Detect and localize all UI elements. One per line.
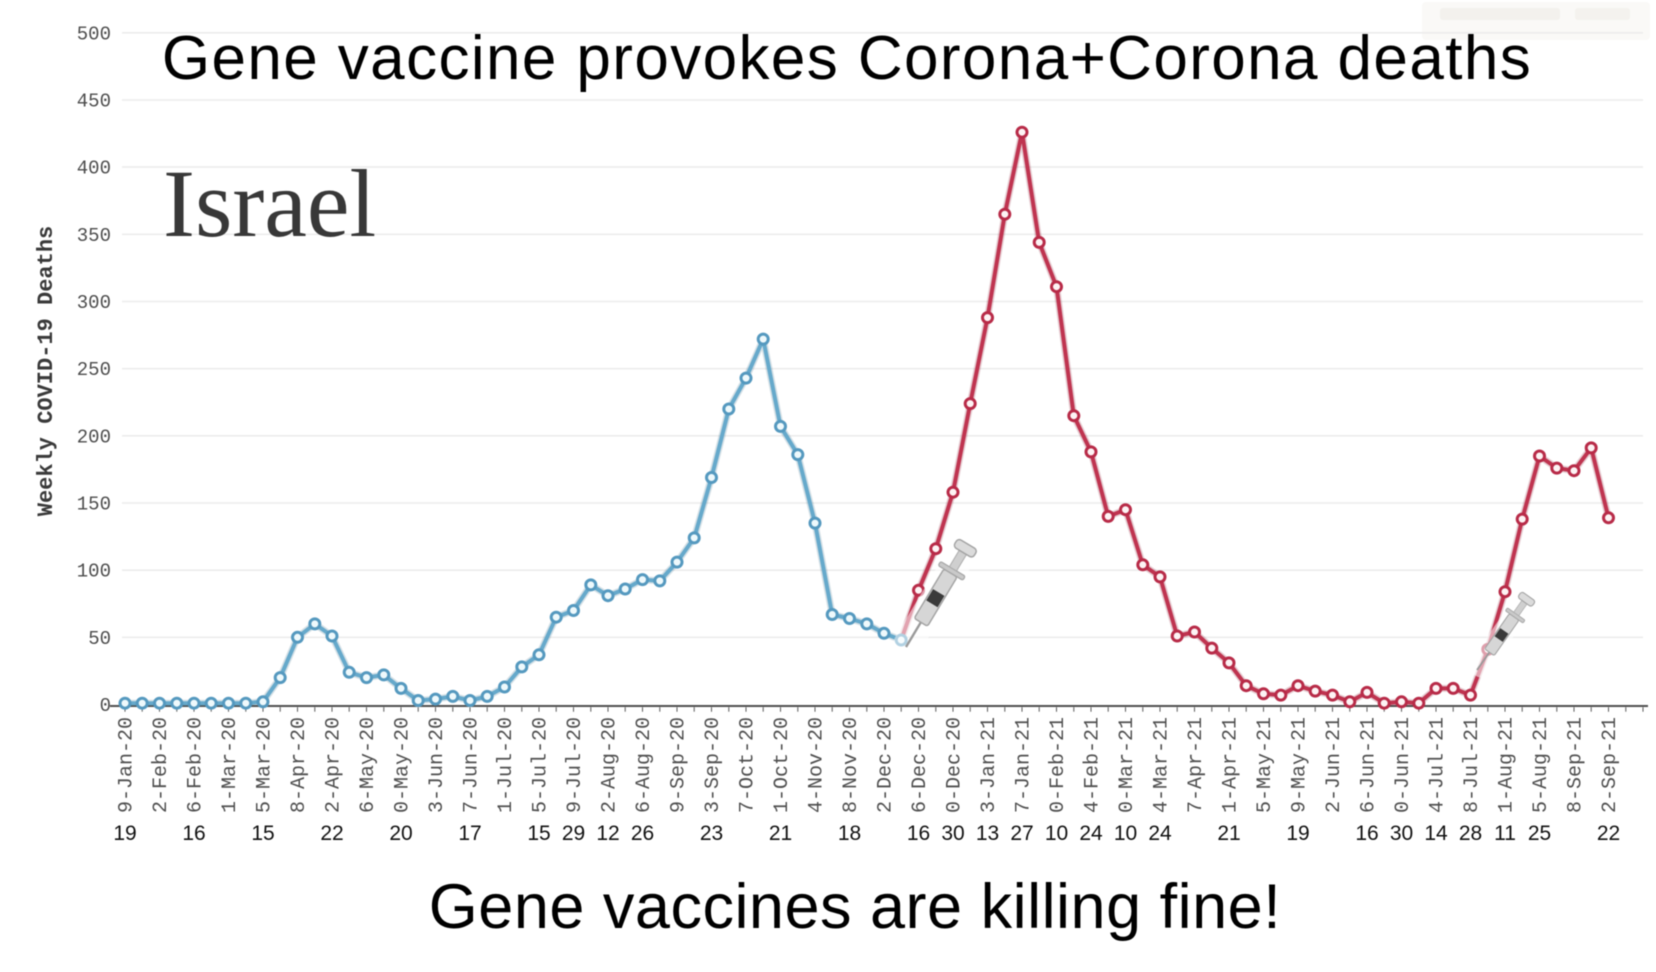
svg-text:6-May-20: 6-May-20 bbox=[357, 717, 380, 813]
svg-text:5-May-21: 5-May-21 bbox=[1254, 717, 1277, 813]
svg-text:13: 13 bbox=[976, 822, 999, 845]
svg-text:3-Jan-21: 3-Jan-21 bbox=[978, 717, 1001, 813]
svg-text:8-Sep-21: 8-Sep-21 bbox=[1565, 717, 1588, 813]
svg-text:250: 250 bbox=[77, 359, 111, 381]
svg-text:400: 400 bbox=[77, 158, 111, 180]
svg-text:9-Sep-20: 9-Sep-20 bbox=[668, 717, 691, 813]
svg-text:7-Jun-20: 7-Jun-20 bbox=[461, 717, 484, 813]
svg-text:15: 15 bbox=[527, 822, 550, 845]
svg-text:19: 19 bbox=[113, 822, 136, 845]
svg-text:0-Feb-21: 0-Feb-21 bbox=[1047, 717, 1070, 813]
svg-text:23: 23 bbox=[700, 822, 723, 845]
svg-text:1-Mar-20: 1-Mar-20 bbox=[219, 717, 242, 813]
svg-text:11: 11 bbox=[1494, 822, 1516, 845]
svg-text:2-Feb-20: 2-Feb-20 bbox=[150, 717, 173, 813]
svg-text:500: 500 bbox=[77, 23, 111, 45]
svg-text:9-May-21: 9-May-21 bbox=[1289, 717, 1312, 813]
svg-text:9-Jan-20: 9-Jan-20 bbox=[116, 717, 139, 813]
svg-text:15: 15 bbox=[251, 822, 274, 845]
svg-text:17: 17 bbox=[458, 822, 481, 845]
svg-text:4-Feb-21: 4-Feb-21 bbox=[1082, 717, 1105, 813]
svg-text:1-Aug-21: 1-Aug-21 bbox=[1496, 717, 1519, 813]
svg-text:6-Jun-21: 6-Jun-21 bbox=[1358, 717, 1381, 813]
svg-text:8-Jul-21: 8-Jul-21 bbox=[1461, 717, 1484, 813]
svg-text:6-Dec-20: 6-Dec-20 bbox=[909, 717, 932, 813]
svg-text:5-Mar-20: 5-Mar-20 bbox=[254, 717, 277, 813]
svg-text:29: 29 bbox=[562, 822, 585, 845]
svg-text:7-Jan-21: 7-Jan-21 bbox=[1013, 717, 1036, 813]
svg-text:450: 450 bbox=[77, 91, 111, 113]
svg-text:19: 19 bbox=[1286, 822, 1309, 845]
svg-text:2-Jun-21: 2-Jun-21 bbox=[1323, 717, 1346, 813]
svg-text:30: 30 bbox=[1390, 822, 1413, 845]
svg-text:8-Nov-20: 8-Nov-20 bbox=[840, 717, 863, 813]
svg-text:300: 300 bbox=[77, 292, 111, 314]
svg-text:24: 24 bbox=[1079, 822, 1103, 845]
svg-text:10: 10 bbox=[1114, 822, 1137, 845]
svg-text:6-Aug-20: 6-Aug-20 bbox=[633, 717, 656, 813]
svg-text:16: 16 bbox=[907, 822, 930, 845]
svg-text:2-Aug-20: 2-Aug-20 bbox=[599, 717, 622, 813]
svg-text:18: 18 bbox=[838, 822, 861, 845]
svg-text:14: 14 bbox=[1424, 822, 1448, 845]
svg-text:150: 150 bbox=[77, 494, 111, 516]
svg-text:0: 0 bbox=[100, 695, 111, 717]
svg-text:5-Jul-20: 5-Jul-20 bbox=[530, 717, 553, 813]
svg-text:27: 27 bbox=[1010, 822, 1033, 845]
svg-text:9-Jul-20: 9-Jul-20 bbox=[564, 717, 587, 813]
svg-text:12: 12 bbox=[596, 822, 619, 845]
svg-text:4-Nov-20: 4-Nov-20 bbox=[806, 717, 829, 813]
svg-text:22: 22 bbox=[320, 822, 343, 845]
svg-text:16: 16 bbox=[1355, 822, 1378, 845]
svg-text:20: 20 bbox=[389, 822, 412, 845]
svg-text:6-Feb-20: 6-Feb-20 bbox=[185, 717, 208, 813]
svg-text:7-Apr-21: 7-Apr-21 bbox=[1185, 717, 1208, 813]
svg-text:28: 28 bbox=[1459, 822, 1482, 845]
svg-text:26: 26 bbox=[631, 822, 654, 845]
svg-text:7-Oct-20: 7-Oct-20 bbox=[737, 717, 760, 813]
svg-text:3-Sep-20: 3-Sep-20 bbox=[702, 717, 725, 813]
svg-text:50: 50 bbox=[88, 628, 111, 650]
svg-text:16: 16 bbox=[182, 822, 205, 845]
svg-text:2-Dec-20: 2-Dec-20 bbox=[875, 717, 898, 813]
svg-text:10: 10 bbox=[1045, 822, 1068, 845]
svg-text:350: 350 bbox=[77, 225, 111, 247]
svg-text:200: 200 bbox=[77, 426, 111, 448]
svg-text:3-Jun-20: 3-Jun-20 bbox=[426, 717, 449, 813]
svg-text:2-Apr-20: 2-Apr-20 bbox=[323, 717, 346, 813]
svg-text:30: 30 bbox=[941, 822, 964, 845]
svg-text:0-Jun-21: 0-Jun-21 bbox=[1392, 717, 1415, 813]
svg-text:0-May-20: 0-May-20 bbox=[392, 717, 415, 813]
svg-text:Weekly COVID-19 Deaths: Weekly COVID-19 Deaths bbox=[34, 226, 59, 516]
svg-text:4-Mar-21: 4-Mar-21 bbox=[1151, 717, 1174, 813]
svg-text:1-Jul-20: 1-Jul-20 bbox=[495, 717, 518, 813]
svg-text:22: 22 bbox=[1597, 822, 1620, 845]
svg-text:1-Oct-20: 1-Oct-20 bbox=[771, 717, 794, 813]
svg-text:0-Dec-20: 0-Dec-20 bbox=[944, 717, 967, 813]
svg-text:24: 24 bbox=[1148, 822, 1172, 845]
svg-text:5-Aug-21: 5-Aug-21 bbox=[1530, 717, 1553, 813]
svg-text:0-Mar-21: 0-Mar-21 bbox=[1116, 717, 1139, 813]
svg-text:8-Apr-20: 8-Apr-20 bbox=[288, 717, 311, 813]
svg-text:100: 100 bbox=[77, 561, 111, 583]
svg-text:2-Sep-21: 2-Sep-21 bbox=[1599, 717, 1622, 813]
svg-text:4-Jul-21: 4-Jul-21 bbox=[1427, 717, 1450, 813]
svg-text:1-Apr-21: 1-Apr-21 bbox=[1220, 717, 1243, 813]
svg-text:21: 21 bbox=[769, 822, 792, 845]
svg-text:21: 21 bbox=[1217, 822, 1240, 845]
svg-text:25: 25 bbox=[1528, 822, 1551, 845]
